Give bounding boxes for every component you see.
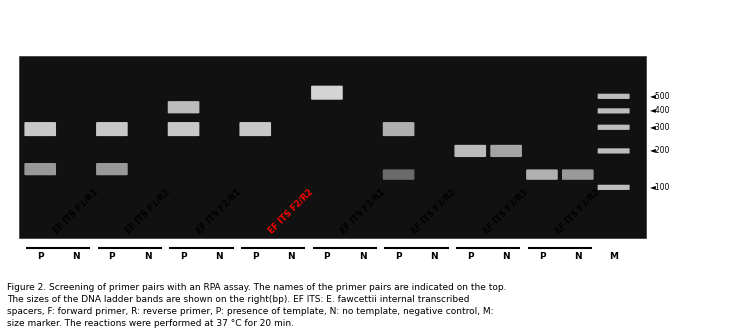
FancyBboxPatch shape [25,163,56,175]
Text: ◄200: ◄200 [650,146,670,156]
FancyBboxPatch shape [239,122,271,136]
Text: P: P [37,252,44,260]
Text: N: N [574,252,582,260]
FancyBboxPatch shape [597,94,629,99]
Text: P: P [181,252,187,260]
Text: EF ITS F1/R1: EF ITS F1/R1 [52,187,100,235]
FancyBboxPatch shape [19,56,646,238]
Text: N: N [502,252,510,260]
Text: EF ITS F3/R2: EF ITS F3/R2 [554,187,601,235]
Text: EF ITS F3/R1: EF ITS F3/R1 [481,187,530,235]
Text: N: N [431,252,438,260]
Text: EF ITS F2/R2: EF ITS F2/R2 [267,187,315,235]
Text: EF ITS F1/R2: EF ITS F1/R2 [123,187,172,235]
FancyBboxPatch shape [96,163,128,175]
FancyBboxPatch shape [597,108,629,114]
Text: ◄100: ◄100 [650,183,670,192]
Text: ◄300: ◄300 [650,123,671,132]
Text: P: P [395,252,402,260]
FancyBboxPatch shape [597,125,629,130]
FancyBboxPatch shape [168,122,199,136]
Text: N: N [215,252,223,260]
FancyBboxPatch shape [311,86,343,100]
FancyBboxPatch shape [96,122,128,136]
Text: ◄400: ◄400 [650,106,671,116]
FancyBboxPatch shape [383,122,415,136]
Text: P: P [539,252,545,260]
FancyBboxPatch shape [168,101,199,113]
FancyBboxPatch shape [526,169,558,180]
Text: EF ITS F3/R2: EF ITS F3/R2 [410,187,458,235]
Text: N: N [144,252,152,260]
Text: N: N [288,252,295,260]
FancyBboxPatch shape [597,185,629,190]
Text: P: P [252,252,259,260]
Text: N: N [359,252,366,260]
Text: ◄500: ◄500 [650,92,671,101]
FancyBboxPatch shape [25,122,56,136]
Text: EF ITS F2/R1: EF ITS F2/R1 [195,187,243,235]
FancyBboxPatch shape [455,145,486,157]
Text: EF ITS F3/R1: EF ITS F3/R1 [339,187,386,235]
Text: P: P [467,252,473,260]
FancyBboxPatch shape [597,148,629,154]
Text: P: P [108,252,115,260]
Text: P: P [324,252,330,260]
Text: N: N [72,252,80,260]
FancyBboxPatch shape [383,169,415,180]
Text: M: M [609,252,618,260]
Text: Figure 2. Screening of primer pairs with an RPA assay. The names of the primer p: Figure 2. Screening of primer pairs with… [7,283,507,328]
FancyBboxPatch shape [490,145,522,157]
FancyBboxPatch shape [562,169,594,180]
